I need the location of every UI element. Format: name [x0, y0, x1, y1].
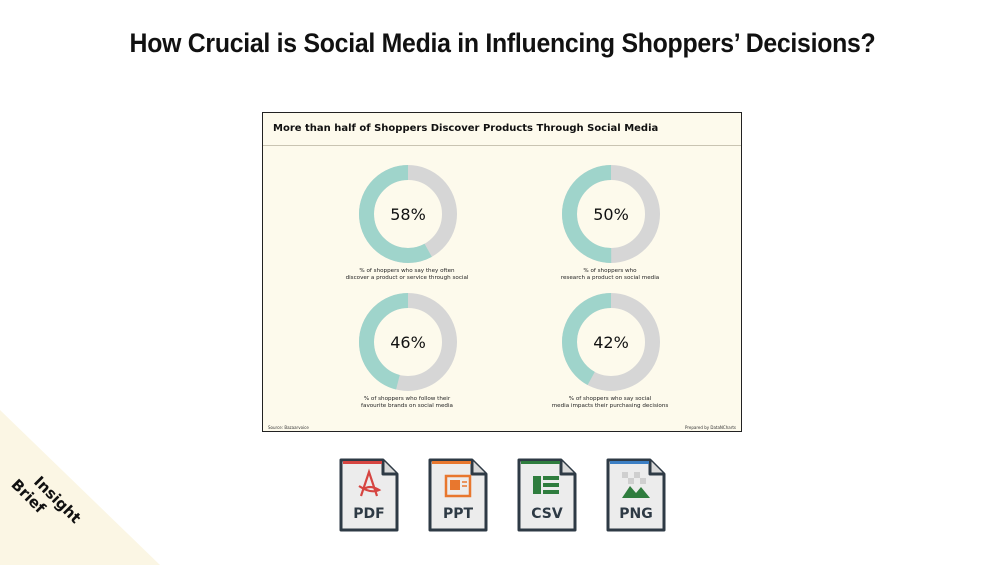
download-csv-button[interactable]: CSV — [517, 456, 577, 532]
download-label: PPT — [442, 506, 474, 522]
caption-line: favourite brands on social media — [361, 403, 453, 409]
page-title: How Crucial is Social Media in Influenci… — [129, 28, 876, 58]
download-label: CSV — [531, 506, 563, 522]
donut-caption-3: % of shoppers who follow their favourite… — [317, 396, 497, 410]
presentation-icon — [428, 458, 488, 532]
download-png-button[interactable]: PNG — [606, 456, 666, 532]
donut-caption-2: % of shoppers who research a product on … — [520, 268, 700, 282]
donut-charts: 58% 50% 46% 42% — [359, 165, 660, 391]
title-divider — [263, 145, 741, 146]
caption-line: discover a product or service through so… — [345, 275, 469, 281]
download-label: PDF — [353, 506, 385, 522]
pdf-acrobat-icon — [339, 458, 399, 532]
caption-line: % of shoppers who say social — [568, 396, 652, 402]
download-pdf-button[interactable]: PDF — [339, 456, 399, 532]
spreadsheet-icon — [517, 458, 577, 532]
download-ppt-button[interactable]: PPT — [428, 456, 488, 532]
chart-source: Source: Bazaarvoice — [268, 425, 309, 430]
donut-value-label: 58% — [390, 205, 426, 224]
caption-line: % of shoppers who — [583, 268, 637, 274]
donut-value-segment — [359, 165, 457, 263]
donut-value-segment — [562, 293, 660, 391]
chart-card: More than half of Shoppers Discover Prod… — [262, 112, 742, 432]
chart-title: More than half of Shoppers Discover Prod… — [273, 123, 659, 134]
caption-line: % of shoppers who follow their — [363, 396, 451, 402]
caption-line: research a product on social media — [560, 275, 660, 281]
donut-caption-1: % of shoppers who say they often discove… — [317, 268, 497, 282]
donut-caption-4: % of shoppers who say social media impac… — [520, 396, 700, 410]
image-icon — [606, 458, 666, 532]
chart-credit: Prepared by DataNCharts — [685, 425, 736, 430]
donut-value-segment — [359, 293, 457, 391]
donut-value-segment — [562, 165, 660, 263]
download-label: PNG — [619, 506, 653, 522]
donut-value-label: 50% — [593, 205, 629, 224]
download-options: PDF PPT CSV — [0, 456, 1005, 536]
caption-line: % of shoppers who say they often — [359, 268, 455, 274]
insight-brief-badge — [0, 410, 160, 565]
caption-line: media impacts their purchasing decisions — [551, 403, 669, 409]
donut-value-label: 42% — [593, 333, 629, 352]
donut-value-label: 46% — [390, 333, 426, 352]
